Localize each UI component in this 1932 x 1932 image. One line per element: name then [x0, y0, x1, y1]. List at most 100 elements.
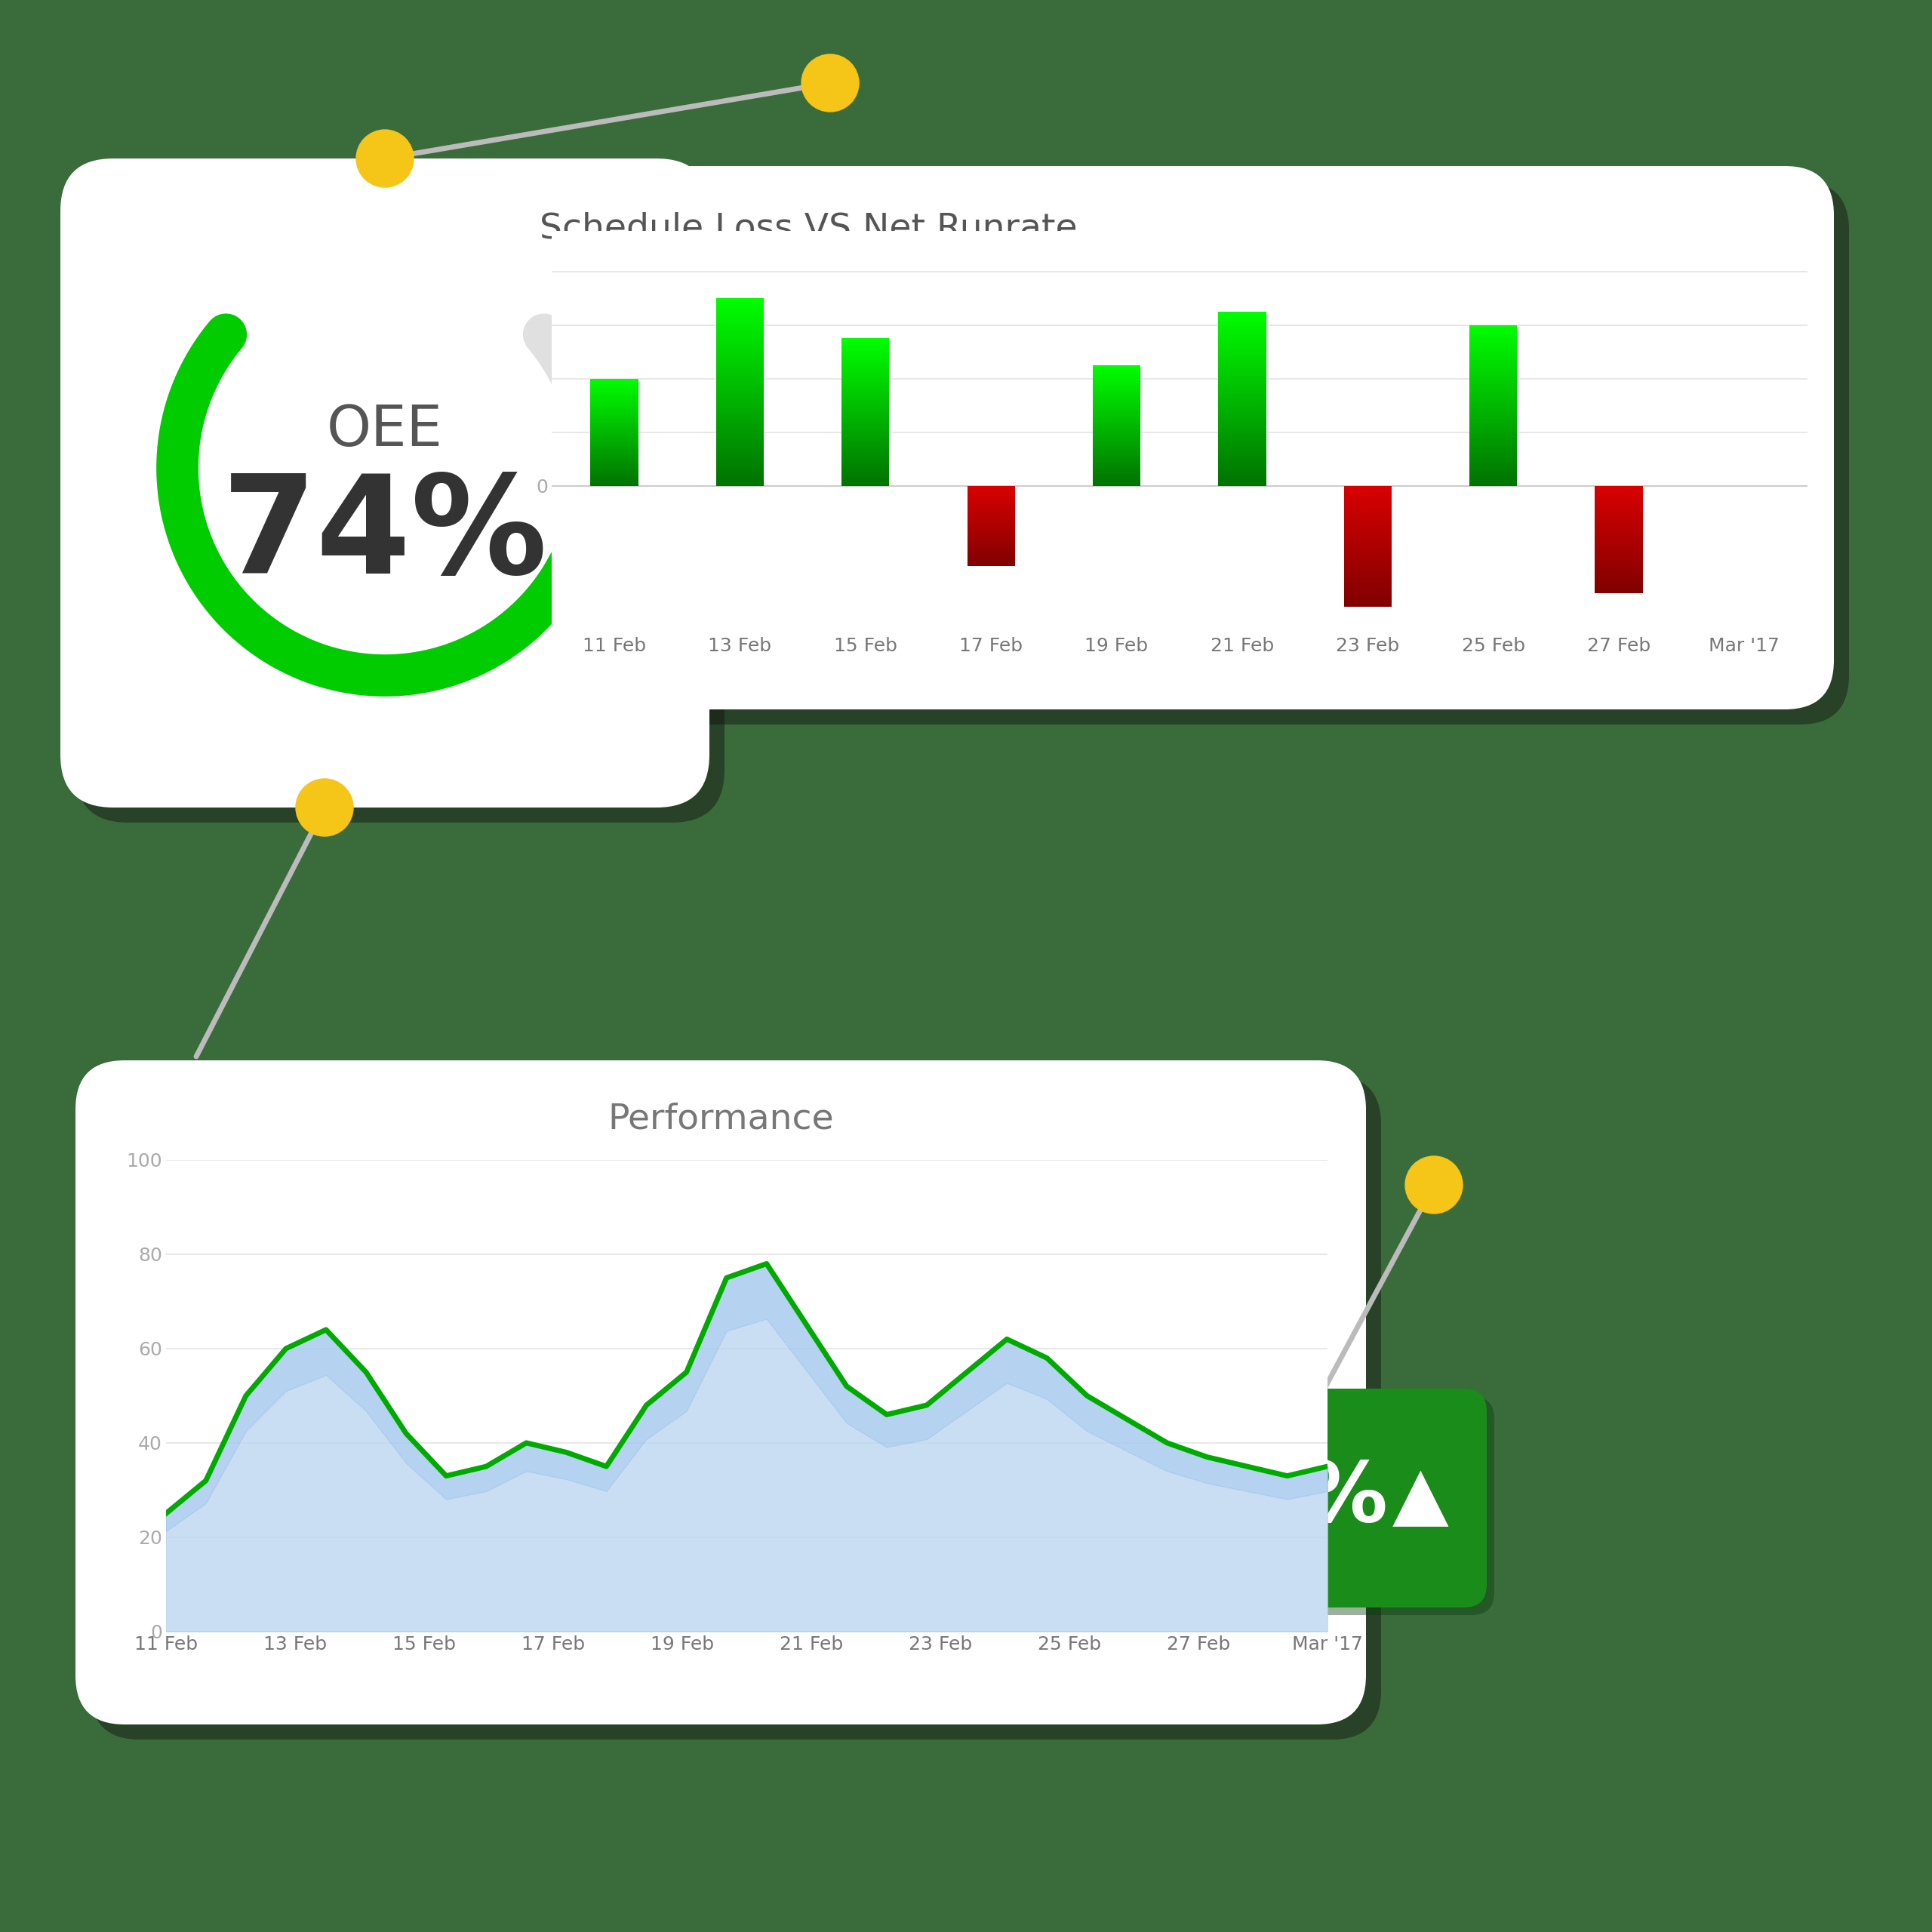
Bar: [1094, 481, 1140, 483]
Circle shape: [296, 779, 354, 837]
Bar: [1345, 531, 1391, 533]
Bar: [1345, 597, 1391, 599]
Bar: [1345, 510, 1391, 512]
Bar: [1345, 502, 1391, 504]
Bar: [1345, 526, 1391, 527]
Bar: [1470, 454, 1517, 456]
Bar: [717, 469, 763, 473]
Bar: [1219, 479, 1265, 483]
Bar: [842, 475, 889, 479]
Bar: [1345, 562, 1391, 564]
Bar: [1094, 442, 1140, 444]
Bar: [1219, 352, 1265, 355]
Bar: [717, 468, 763, 469]
FancyBboxPatch shape: [60, 158, 709, 808]
Bar: [1470, 394, 1517, 398]
Bar: [842, 400, 889, 402]
FancyBboxPatch shape: [1155, 1389, 1488, 1607]
Bar: [717, 357, 763, 361]
Bar: [842, 381, 889, 383]
Bar: [717, 417, 763, 421]
Bar: [1345, 599, 1391, 601]
Bar: [1219, 361, 1265, 363]
Bar: [1219, 415, 1265, 419]
Bar: [717, 346, 763, 348]
Bar: [717, 408, 763, 412]
Bar: [1470, 429, 1517, 433]
Bar: [717, 433, 763, 437]
Bar: [1470, 371, 1517, 373]
Bar: [717, 458, 763, 462]
Bar: [1094, 417, 1140, 419]
Bar: [1094, 483, 1140, 487]
Bar: [1219, 311, 1265, 315]
Bar: [1219, 373, 1265, 375]
Bar: [1345, 539, 1391, 541]
Bar: [717, 462, 763, 464]
Bar: [1219, 363, 1265, 367]
Bar: [842, 412, 889, 415]
Bar: [717, 332, 763, 336]
Bar: [1345, 570, 1391, 572]
Bar: [1094, 402, 1140, 404]
Bar: [1219, 323, 1265, 327]
Bar: [1094, 373, 1140, 375]
Bar: [1219, 437, 1265, 439]
Bar: [1345, 545, 1391, 547]
Bar: [1094, 369, 1140, 371]
Bar: [1094, 429, 1140, 431]
Bar: [1219, 369, 1265, 373]
Bar: [842, 425, 889, 427]
Bar: [1470, 390, 1517, 392]
Bar: [1345, 556, 1391, 558]
Bar: [842, 348, 889, 352]
Bar: [842, 344, 889, 346]
Bar: [1094, 419, 1140, 421]
Bar: [717, 412, 763, 413]
Bar: [1470, 344, 1517, 346]
Bar: [1219, 462, 1265, 466]
Bar: [1219, 448, 1265, 450]
Bar: [1470, 355, 1517, 357]
Bar: [842, 373, 889, 375]
Bar: [842, 408, 889, 410]
Bar: [1470, 448, 1517, 450]
Bar: [1345, 589, 1391, 591]
Bar: [1219, 419, 1265, 421]
Circle shape: [802, 54, 860, 112]
FancyBboxPatch shape: [514, 182, 1849, 724]
Bar: [1470, 477, 1517, 481]
Bar: [1094, 468, 1140, 469]
Bar: [1094, 456, 1140, 458]
Bar: [717, 452, 763, 454]
Bar: [1345, 520, 1391, 522]
Bar: [1219, 332, 1265, 334]
Bar: [1219, 483, 1265, 487]
Bar: [1219, 357, 1265, 361]
Bar: [842, 444, 889, 446]
Bar: [1094, 384, 1140, 388]
Bar: [842, 365, 889, 367]
Bar: [1345, 593, 1391, 595]
Bar: [1094, 450, 1140, 452]
Bar: [717, 323, 763, 327]
Bar: [717, 355, 763, 357]
Bar: [1094, 390, 1140, 392]
Text: Performance: Performance: [609, 1101, 835, 1136]
Bar: [1094, 377, 1140, 379]
Bar: [1094, 444, 1140, 446]
Bar: [1219, 427, 1265, 431]
Bar: [842, 429, 889, 433]
Bar: [1094, 458, 1140, 460]
Bar: [717, 479, 763, 483]
Bar: [1219, 334, 1265, 338]
Bar: [1219, 473, 1265, 477]
Bar: [842, 383, 889, 384]
Bar: [717, 321, 763, 323]
Bar: [1345, 537, 1391, 539]
Bar: [1470, 352, 1517, 355]
Text: ▲: ▲: [1393, 1463, 1449, 1534]
Bar: [1219, 321, 1265, 323]
Circle shape: [355, 129, 413, 187]
Bar: [1094, 392, 1140, 394]
